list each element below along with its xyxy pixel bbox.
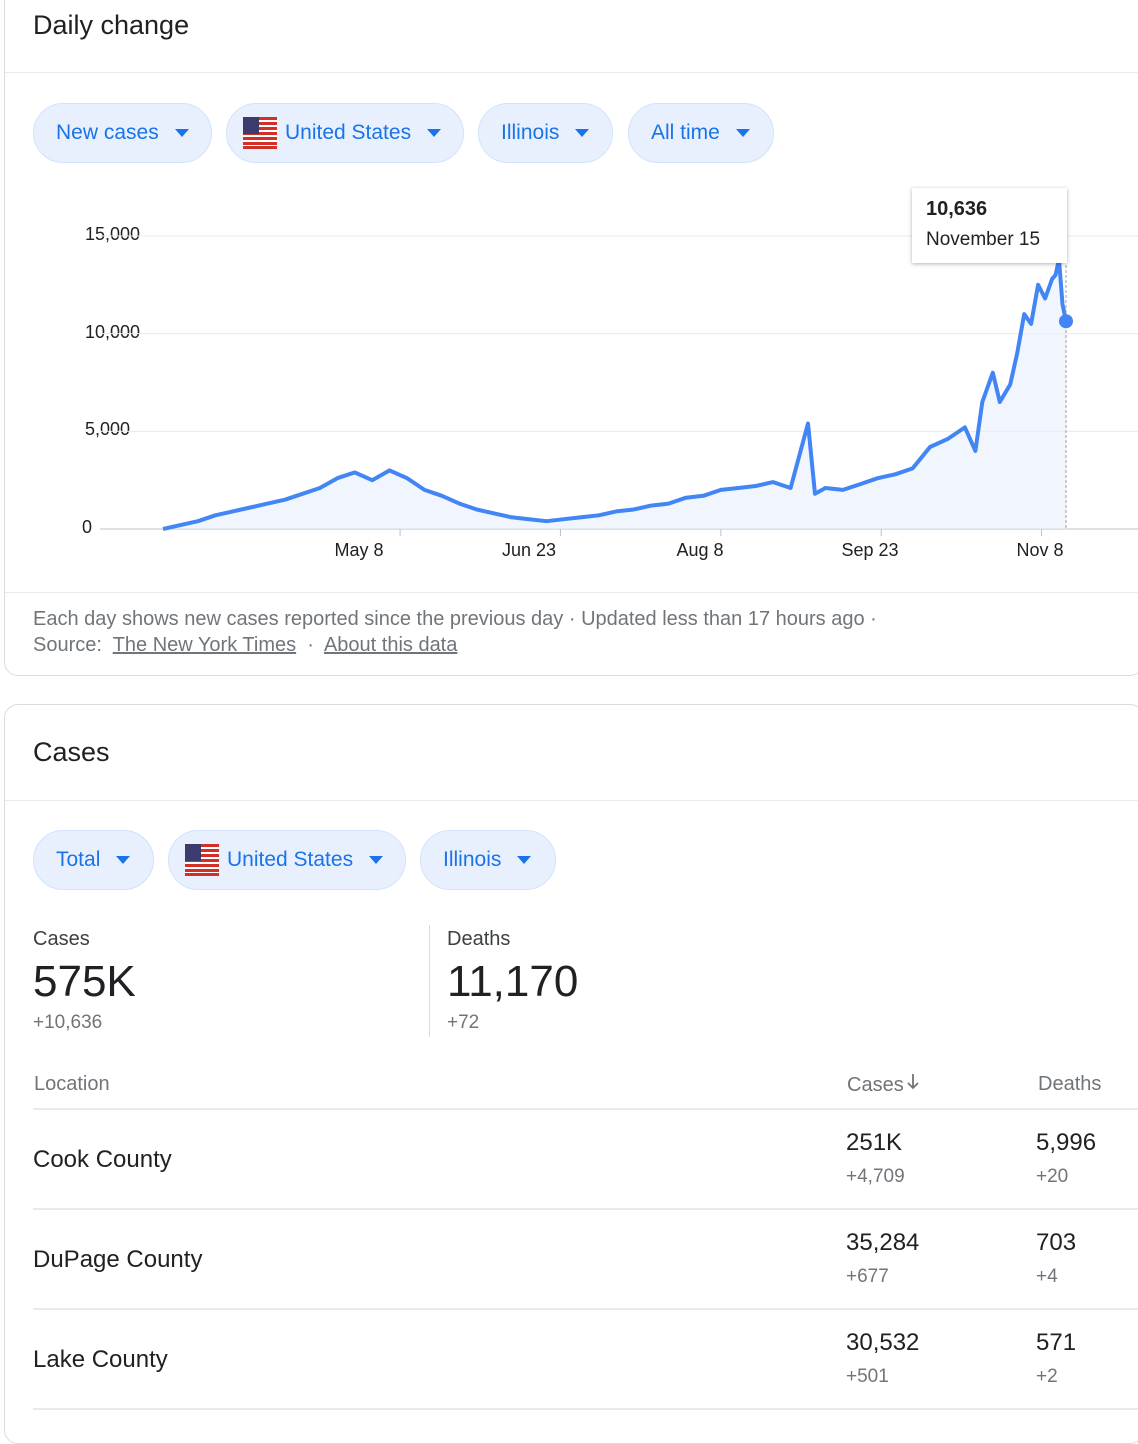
region-filter-chip[interactable]: Illinois bbox=[478, 103, 613, 163]
table-divider bbox=[33, 1408, 1138, 1410]
divider bbox=[5, 72, 1138, 73]
time-range-filter-chip[interactable]: All time bbox=[628, 103, 774, 163]
table-divider bbox=[33, 1208, 1138, 1210]
deaths-stat-value: 11,170 bbox=[447, 957, 579, 1006]
country-filter-chip[interactable]: United States bbox=[226, 103, 464, 163]
chip-label: Total bbox=[56, 848, 101, 871]
divider bbox=[5, 800, 1138, 801]
deaths-delta: +4 bbox=[1036, 1266, 1058, 1287]
country-filter-chip[interactable]: United States bbox=[168, 830, 406, 890]
x-tick-label: Nov 8 bbox=[1016, 540, 1064, 560]
x-ticks bbox=[399, 529, 1043, 536]
cases-value: 30,532 bbox=[846, 1329, 920, 1356]
deaths-column-header[interactable]: Deaths bbox=[1038, 1073, 1102, 1095]
deaths-delta: +20 bbox=[1036, 1166, 1069, 1187]
y-tick-label: 5,000 bbox=[84, 419, 130, 439]
cases-value: 251K bbox=[846, 1129, 903, 1156]
highlight-point bbox=[1059, 314, 1073, 329]
location-name: Cook County bbox=[33, 1146, 172, 1173]
y-tick-label: 0 bbox=[81, 517, 92, 537]
cases-value: 35,284 bbox=[846, 1229, 920, 1256]
deaths-stat-delta: +72 bbox=[447, 1012, 480, 1033]
metric-filter-chip[interactable]: New cases bbox=[33, 103, 212, 163]
chip-label: Illinois bbox=[443, 848, 502, 871]
caret-down-icon bbox=[174, 129, 189, 137]
card-title: Daily change bbox=[33, 10, 190, 40]
cases-column-header[interactable]: Cases bbox=[847, 1073, 920, 1097]
divider bbox=[5, 592, 1138, 593]
separator: · bbox=[307, 634, 314, 656]
caret-down-icon bbox=[735, 129, 750, 137]
update-note: Each day shows new cases reported since … bbox=[33, 608, 877, 630]
source-line: Source: The New York Times · About this … bbox=[33, 634, 457, 657]
y-tick-label: 10,000 bbox=[84, 322, 140, 342]
cases-delta: +4,709 bbox=[846, 1166, 905, 1187]
cases-delta: +501 bbox=[846, 1366, 889, 1387]
chip-label: Illinois bbox=[501, 121, 560, 144]
x-tick-label: Aug 8 bbox=[676, 540, 724, 560]
table-divider bbox=[33, 1308, 1138, 1310]
series-line bbox=[162, 257, 1068, 531]
caret-down-icon bbox=[517, 856, 532, 864]
location-name: DuPage County bbox=[33, 1246, 203, 1273]
location-name: Lake County bbox=[33, 1346, 168, 1373]
tooltip-date: November 15 bbox=[926, 229, 1041, 250]
chip-label: All time bbox=[651, 121, 720, 144]
chart-tooltip: 10,636 November 15 bbox=[912, 188, 1067, 263]
caret-down-icon bbox=[369, 856, 384, 864]
chip-label: United States bbox=[227, 848, 354, 871]
tooltip-value: 10,636 bbox=[926, 198, 988, 220]
cases-stat-delta: +10,636 bbox=[33, 1012, 103, 1033]
caret-down-icon bbox=[427, 129, 442, 137]
table-divider bbox=[33, 1108, 1138, 1110]
us-flag-icon bbox=[185, 844, 219, 876]
cases-stat-label: Cases bbox=[33, 928, 90, 950]
card-title: Cases bbox=[33, 737, 110, 767]
cases-delta: +677 bbox=[846, 1266, 889, 1287]
source-link[interactable]: The New York Times bbox=[112, 634, 297, 656]
about-data-link[interactable]: About this data bbox=[323, 634, 458, 656]
deaths-value: 571 bbox=[1036, 1329, 1077, 1356]
deaths-delta: +2 bbox=[1036, 1366, 1058, 1387]
x-tick-label: Sep 23 bbox=[841, 540, 899, 560]
y-tick-label: 15,000 bbox=[84, 224, 140, 244]
arrow-down-icon bbox=[906, 1073, 920, 1097]
cases-header-label: Cases bbox=[847, 1073, 904, 1096]
series-area bbox=[163, 259, 1066, 529]
x-tick-label: Jun 23 bbox=[501, 540, 557, 560]
metric-filter-chip[interactable]: Total bbox=[33, 830, 154, 890]
stat-divider bbox=[429, 925, 430, 1037]
deaths-value: 703 bbox=[1036, 1229, 1077, 1256]
cases-stat-value: 575K bbox=[33, 957, 136, 1006]
location-column-header[interactable]: Location bbox=[34, 1073, 110, 1095]
chip-label: United States bbox=[285, 121, 412, 144]
caret-down-icon bbox=[575, 129, 590, 137]
x-tick-label: May 8 bbox=[334, 540, 384, 560]
region-filter-chip[interactable]: Illinois bbox=[420, 830, 556, 890]
caret-down-icon bbox=[116, 856, 131, 864]
deaths-stat-label: Deaths bbox=[447, 928, 511, 950]
cases-card: Cases bbox=[4, 704, 1138, 1444]
us-flag-icon bbox=[243, 117, 277, 149]
source-label: Source: bbox=[33, 634, 102, 656]
chip-label: New cases bbox=[56, 121, 159, 144]
deaths-value: 5,996 bbox=[1036, 1129, 1097, 1156]
chart-plot bbox=[100, 190, 1138, 536]
